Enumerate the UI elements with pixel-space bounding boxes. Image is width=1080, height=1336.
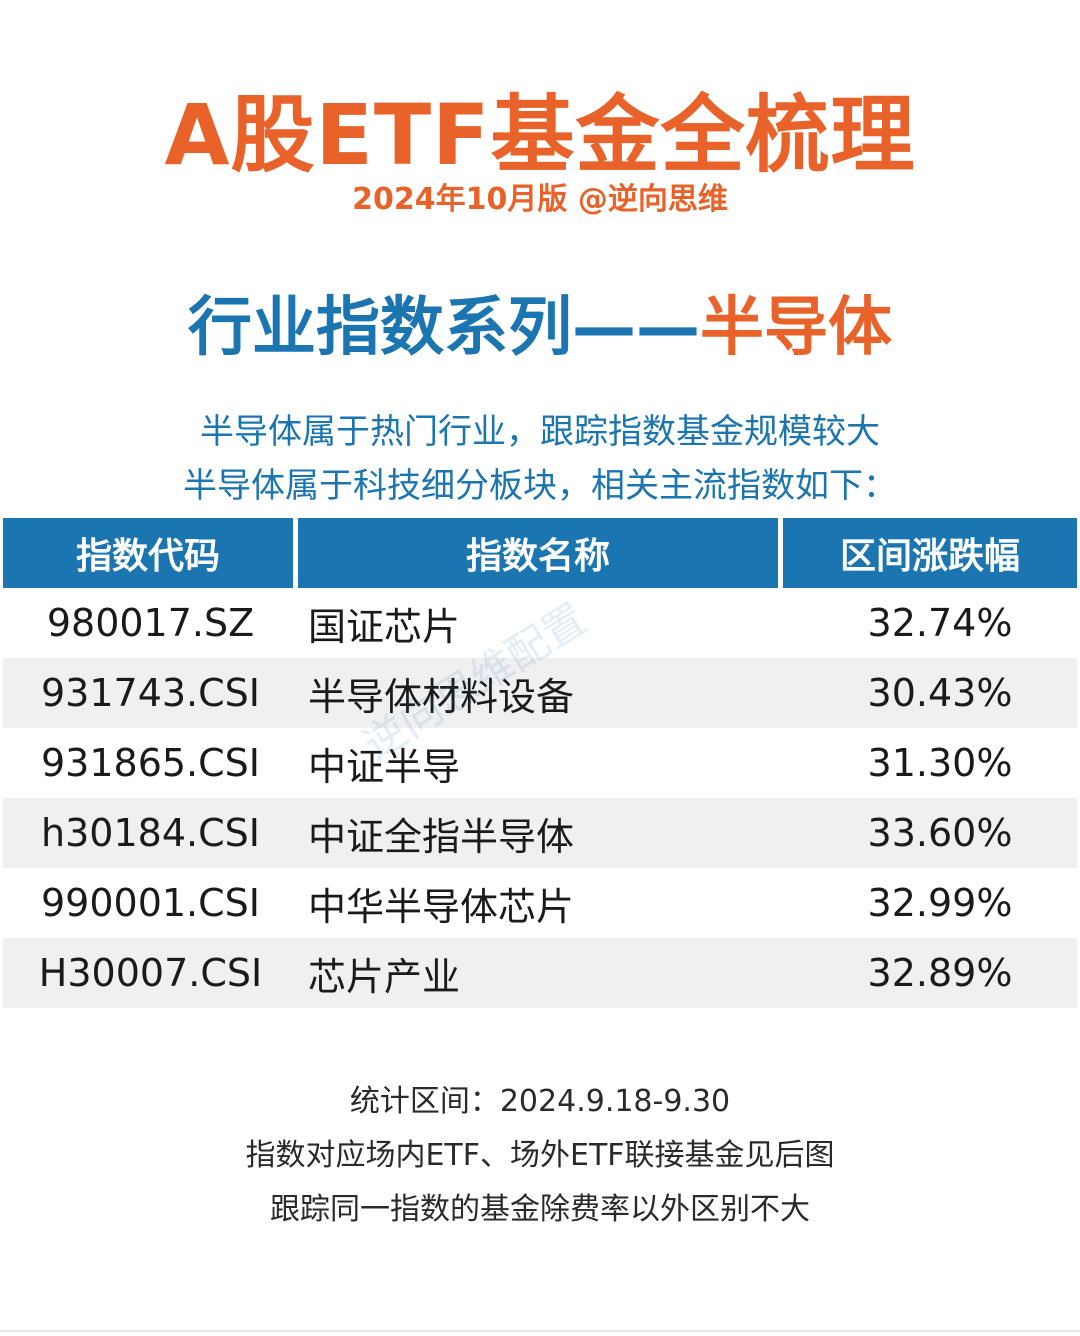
section-title: 行业指数系列——半导体 bbox=[0, 276, 1080, 368]
column-header-change: 区间涨跌幅 bbox=[783, 518, 1077, 588]
intro-line-1: 半导体属于热门行业，跟踪指数基金规模较大 bbox=[200, 412, 880, 452]
index-code: H30007.CSI bbox=[38, 951, 263, 995]
index-code: 931865.CSI bbox=[40, 741, 260, 785]
index-code: 931743.CSI bbox=[40, 671, 260, 715]
table-row: 931743.CSI 半导体材料设备 30.43% bbox=[3, 658, 1077, 728]
index-table: 指数代码 指数名称 区间涨跌幅 980017.SZ 国证芯片 32.74% 93… bbox=[3, 518, 1077, 1008]
table-row: 990001.CSI 中华半导体芯片 32.99% bbox=[3, 868, 1077, 938]
index-name: 中证半导 bbox=[308, 744, 461, 789]
column-header-name: 指数名称 bbox=[298, 518, 778, 588]
intro-line-2: 半导体属于科技细分板块，相关主流指数如下： bbox=[183, 466, 897, 506]
column-header-code: 指数代码 bbox=[3, 518, 293, 588]
index-name: 半导体材料设备 bbox=[308, 674, 575, 719]
note-period: 统计区间：2024.9.18-9.30 bbox=[349, 1084, 731, 1119]
index-change: 32.89% bbox=[867, 951, 1013, 995]
table-row: h30184.CSI 中证全指半导体 33.60% bbox=[3, 798, 1077, 868]
index-name: 国证芯片 bbox=[308, 604, 461, 649]
index-change: 31.30% bbox=[867, 741, 1013, 785]
note-fee: 跟踪同一指数的基金除费率以外区别不大 bbox=[270, 1192, 810, 1227]
table-header: 指数代码 指数名称 区间涨跌幅 bbox=[3, 518, 1077, 588]
section-title-prefix: 行业指数系列—— bbox=[188, 291, 700, 365]
bottom-divider bbox=[0, 1330, 1080, 1332]
index-change: 30.43% bbox=[867, 671, 1013, 715]
section-title-highlight: 半导体 bbox=[700, 291, 892, 365]
index-code: h30184.CSI bbox=[41, 811, 260, 855]
index-name: 中证全指半导体 bbox=[308, 814, 575, 859]
index-name: 芯片产业 bbox=[308, 954, 461, 999]
index-change: 32.74% bbox=[867, 601, 1013, 645]
table-row: 980017.SZ 国证芯片 32.74% bbox=[3, 588, 1077, 658]
table-row: H30007.CSI 芯片产业 32.89% bbox=[3, 938, 1077, 1008]
table-row: 931865.CSI 中证半导 31.30% bbox=[3, 728, 1077, 798]
page-subtitle: 2024年10月版 @逆向思维 bbox=[352, 182, 728, 217]
index-code: 980017.SZ bbox=[46, 601, 255, 645]
note-etf: 指数对应场内ETF、场外ETF联接基金见后图 bbox=[245, 1138, 835, 1173]
index-code: 990001.CSI bbox=[40, 881, 260, 925]
index-change: 32.99% bbox=[867, 881, 1013, 925]
index-name: 中华半导体芯片 bbox=[308, 884, 575, 929]
index-change: 33.60% bbox=[867, 811, 1013, 855]
page-title: A股ETF基金全梳理 bbox=[164, 86, 916, 184]
